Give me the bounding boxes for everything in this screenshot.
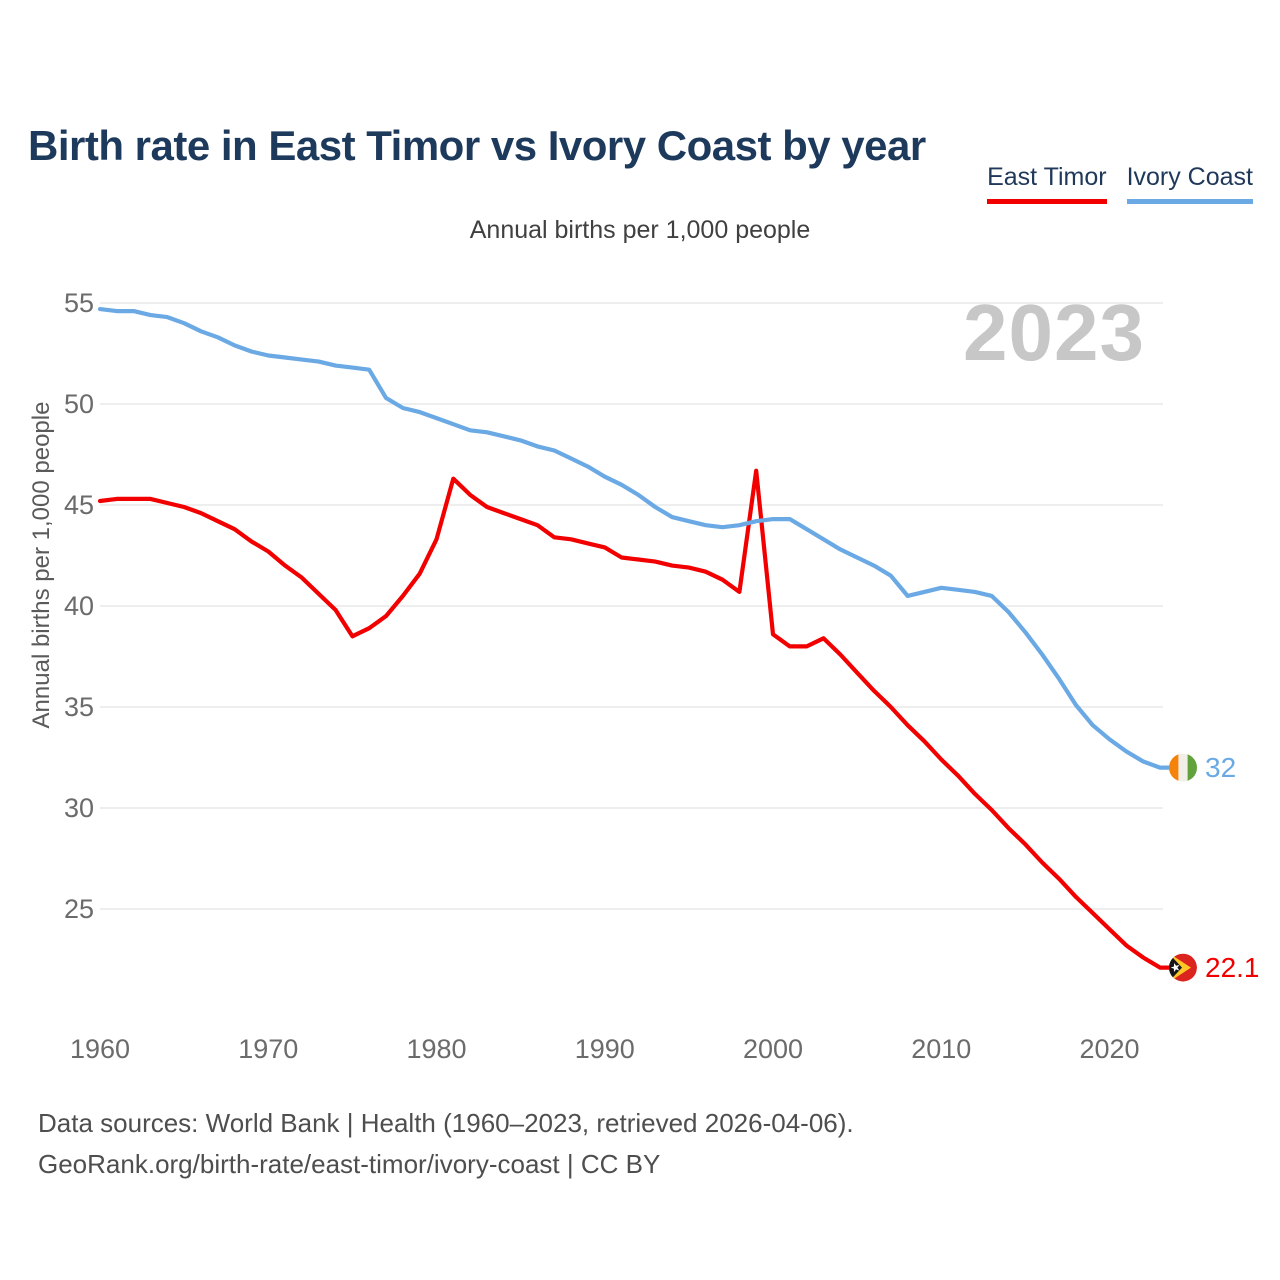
x-tick-label: 1990 [574, 1034, 635, 1064]
east-timor-flag-icon [1169, 953, 1197, 982]
x-tick-label: 2000 [742, 1034, 804, 1064]
x-tick-label: 2020 [1079, 1034, 1140, 1064]
watermark-year: 2023 [963, 288, 1145, 377]
legend: East Timor Ivory Coast [987, 163, 1253, 204]
footer-attribution: GeoRank.org/birth-rate/east-timor/ivory-… [38, 1149, 661, 1179]
legend-item-ivory-coast[interactable]: Ivory Coast [1126, 163, 1253, 204]
y-tick-label: 35 [63, 692, 94, 722]
ivory-coast-line [97, 307, 1173, 770]
page-title: Birth rate in East Timor vs Ivory Coast … [28, 122, 926, 170]
legend-label-east-timor: East Timor [987, 163, 1107, 191]
y-tick-label: 30 [63, 793, 94, 823]
legend-label-ivory-coast: Ivory Coast [1126, 163, 1253, 191]
east-timor-end-value: 22.1 [1205, 952, 1260, 983]
y-tick-label: 25 [63, 894, 94, 924]
chart-subtitle: Annual births per 1,000 people [469, 216, 811, 244]
ivory-coast-end-value: 32 [1205, 752, 1237, 783]
legend-item-east-timor[interactable]: East Timor [987, 163, 1107, 204]
ivory-coast-flag-icon [1169, 753, 1197, 782]
footer-data-sources: Data sources: World Bank | Health (1960–… [38, 1108, 854, 1138]
y-tick-label: 45 [63, 490, 94, 520]
x-tick-label: 1960 [69, 1034, 131, 1064]
x-tick-label: 2010 [911, 1034, 972, 1064]
east-timor-line [97, 468, 1173, 970]
y-tick-label: 55 [63, 288, 94, 318]
x-tick-label: 1970 [238, 1034, 299, 1064]
footer: Data sources: World Bank | Health (1960–… [38, 1103, 854, 1185]
y-tick-label: 40 [63, 591, 94, 621]
y-axis-label: Annual births per 1,000 people [28, 401, 55, 729]
y-tick-label: 50 [63, 389, 94, 419]
x-tick-label: 1980 [406, 1034, 467, 1064]
